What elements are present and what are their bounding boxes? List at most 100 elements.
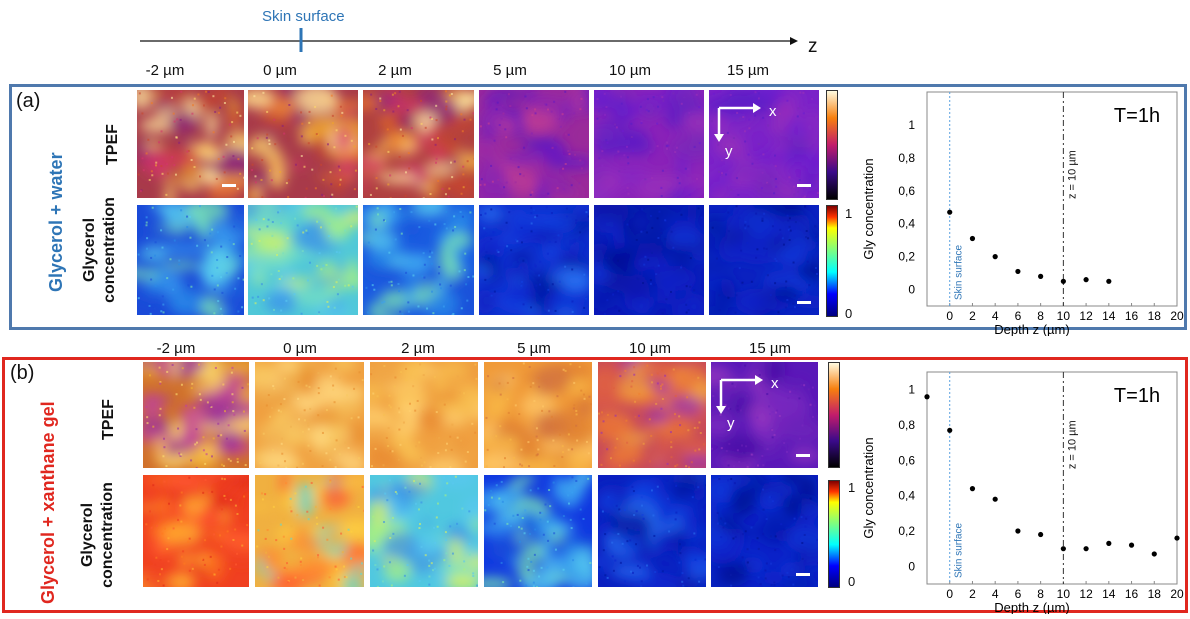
y-tick-label: 1: [908, 118, 915, 132]
x-tick-label: 0: [946, 587, 953, 601]
plot-title: T=1h: [1114, 105, 1160, 127]
y-tick-label: 0,4: [898, 217, 915, 231]
tpef-image: [370, 362, 478, 468]
z10-annotation: z = 10 µm: [1066, 150, 1078, 199]
data-point: [993, 254, 998, 259]
panel-b-tpef-label: TPEF: [100, 399, 118, 440]
y-axis-title: Gly concentration: [861, 437, 876, 538]
data-point: [1083, 546, 1088, 551]
concentration-image: [598, 475, 706, 587]
depth-label: 15 µm: [720, 340, 820, 357]
concentration-image: [594, 205, 704, 315]
data-point: [947, 210, 952, 215]
depth-label: 5 µm: [460, 62, 560, 79]
tpef-image: [598, 362, 706, 468]
data-point: [1106, 541, 1111, 546]
x-tick-label: 18: [1148, 309, 1162, 323]
data-point: [924, 394, 929, 399]
panel-b-conc-colorbar: [828, 480, 840, 588]
concentration-image: [255, 475, 364, 587]
depth-label: 15 µm: [698, 62, 798, 79]
plot-title: T=1h: [1114, 385, 1160, 407]
x-axis-label: x: [769, 103, 777, 120]
tpef-image: [363, 90, 474, 198]
x-tick-label: 20: [1170, 309, 1184, 323]
concentration-image: [363, 205, 474, 315]
z-axis-label: z: [808, 36, 818, 58]
data-point: [1061, 279, 1066, 284]
x-tick-label: 0: [946, 309, 953, 323]
concentration-image: [484, 475, 592, 587]
y-tick-label: 1: [908, 383, 915, 397]
data-point: [1015, 528, 1020, 533]
x-axis-title: Depth z (µm): [994, 322, 1069, 336]
depth-label: 2 µm: [345, 62, 445, 79]
concentration-image: [479, 205, 589, 315]
depth-label: 0 µm: [230, 62, 330, 79]
concentration-image: [709, 205, 819, 315]
x-tick-label: 4: [992, 587, 999, 601]
x-axis-title: Depth z (µm): [994, 600, 1069, 614]
skin-surface-annotation: Skin surface: [954, 523, 965, 578]
panel-b-side-label: Glycerol + xanthane gel: [38, 401, 59, 604]
z10-annotation: z = 10 µm: [1066, 420, 1078, 469]
data-point: [993, 497, 998, 502]
concentration-image: [711, 475, 818, 587]
depth-label: 10 µm: [580, 62, 680, 79]
y-tick-label: 0,2: [898, 524, 915, 538]
depth-label: 2 µm: [368, 340, 468, 357]
y-tick-label: 0,8: [898, 418, 915, 432]
depth-axis-arrow: [140, 28, 800, 54]
data-point: [970, 486, 975, 491]
data-point: [1152, 551, 1157, 556]
y-tick-label: 0: [908, 283, 915, 297]
skin-surface-annotation: Skin surface: [954, 245, 965, 300]
x-tick-label: 2: [969, 309, 976, 323]
x-tick-label: 18: [1148, 587, 1162, 601]
data-point: [1174, 535, 1179, 540]
data-point: [1015, 269, 1020, 274]
data-point: [1038, 532, 1043, 537]
depth-label: 5 µm: [484, 340, 584, 357]
panel-a-letter: (a): [16, 90, 40, 113]
tpef-image: [484, 362, 592, 468]
concentration-image: [370, 475, 478, 587]
data-point: [947, 428, 952, 433]
x-tick-label: 6: [1015, 587, 1022, 601]
data-point: [1038, 274, 1043, 279]
depth-label: 10 µm: [600, 340, 700, 357]
x-axis-label: x: [771, 375, 779, 392]
panel-b-letter: (b): [10, 362, 34, 385]
x-tick-label: 8: [1037, 587, 1044, 601]
depth-label: -2 µm: [126, 340, 226, 357]
x-tick-label: 6: [1015, 309, 1022, 323]
y-tick-label: 0,2: [898, 250, 915, 264]
depth-label: 0 µm: [250, 340, 350, 357]
y-tick-label: 0,6: [898, 184, 915, 198]
panel-a-side-label: Glycerol + water: [46, 152, 67, 292]
panel-b-tpef-colorbar: [828, 362, 840, 468]
tpef-image: [143, 362, 249, 468]
tpef-image: [255, 362, 364, 468]
y-tick-label: 0: [908, 559, 915, 573]
data-point: [1083, 277, 1088, 282]
x-tick-label: 4: [992, 309, 999, 323]
concentration-image: [137, 205, 244, 315]
data-point: [1129, 543, 1134, 548]
x-tick-label: 12: [1079, 587, 1093, 601]
x-tick-label: 16: [1125, 309, 1139, 323]
y-tick-label: 0,8: [898, 151, 915, 165]
concentration-image: [143, 475, 249, 587]
concentration-image: [248, 205, 358, 315]
panel-a-cb-max: 1: [845, 206, 852, 221]
panel-a-tpef-label: TPEF: [104, 124, 122, 165]
tpef-image: [248, 90, 358, 198]
x-tick-label: 16: [1125, 587, 1139, 601]
tpef-image: [479, 90, 589, 198]
